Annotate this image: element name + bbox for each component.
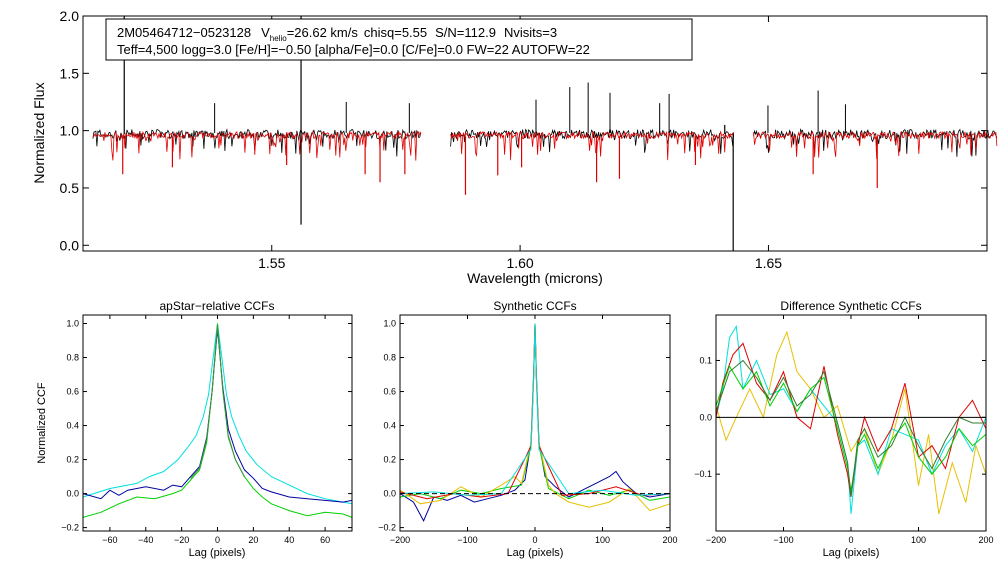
spectrum-axes-frame (82, 15, 988, 252)
synthetic-ccf-ytick-label: 0.4 (383, 421, 396, 431)
difference-ccf-series-dark-green (715, 359, 986, 497)
spectrum-ytick-label: 1.5 (60, 65, 80, 81)
synthetic-ccf-xtick-label: 200 (662, 535, 677, 545)
spectrum-xlabel: Wavelength (microns) (467, 270, 603, 286)
spectrum-traces (92, 16, 998, 251)
difference-ccf-series-gold (715, 330, 987, 515)
apstar-ccf-xtick-label: 60 (320, 535, 330, 545)
synthetic-ccf-traces (399, 323, 671, 522)
info-vhelio-sub: helio (270, 34, 287, 43)
spectrum-xtick-label: 1.65 (755, 255, 782, 271)
info-vhelio-prefix: V (261, 25, 270, 40)
difference-ccf-xtick-label: −100 (773, 535, 793, 545)
apstar-ccf-ytick-label: 0.2 (66, 455, 79, 465)
difference-ccf-xtick-label: 100 (911, 535, 926, 545)
apstar-ccf-ticks: −60 −40 −20 0 20 40 60 −0.2 0.0 0.2 0.4 0.6 0.8 1.0 (61, 315, 352, 545)
apstar-ccf-series-green (82, 323, 353, 518)
apstar-ccf-xtick-label: −40 (138, 535, 153, 545)
difference-ccf-axes-frame (715, 314, 987, 532)
difference-ccf-ytick-label: 0.0 (699, 412, 712, 422)
apstar-ccf-panel: apStar−relative CCFs −60 −40 −20 0 20 40 60 −0.… (36, 299, 353, 559)
apstar-ccf-axes-frame (82, 314, 353, 532)
spectrum-ytick-label: 0.5 (60, 180, 80, 196)
spectrum-ytick-label: 0.0 (60, 237, 80, 253)
apstar-ccf-ytick-label: 1.0 (66, 319, 79, 329)
difference-ccf-ticks: −200 −100 0 100 200 −0.1 0.0 0.1 (694, 315, 994, 545)
apstar-ccf-xtick-label: −20 (174, 535, 189, 545)
synthetic-ccf-series-green (399, 323, 671, 501)
difference-ccf-panel: Difference Synthetic CCFs −200 −100 0 100 20… (694, 299, 993, 559)
synthetic-ccf-ytick-label: 0.6 (383, 387, 396, 397)
apstar-ccf-series-cyan (82, 323, 353, 505)
spectrum-ylabel: Normalized Flux (31, 82, 47, 183)
apstar-ccf-traces (82, 323, 353, 518)
apstar-ccf-ytick-label: 0.8 (66, 353, 79, 363)
difference-ccf-ytick-label: −0.1 (694, 469, 712, 479)
difference-ccf-xlabel: Lag (pixels) (823, 547, 880, 559)
info-star-id: 2M05464712−0523128 (117, 25, 251, 40)
difference-ccf-xtick-label: 0 (848, 535, 853, 545)
spectrum-xtick-label: 1.55 (258, 255, 285, 271)
difference-ccf-xtick-label: 200 (978, 535, 993, 545)
info-line-1: 2M05464712−0523128 Vhelio=26.62 km/s chisq… (117, 25, 557, 43)
info-chisq: chisq=5.55 (364, 25, 427, 40)
spectrum-model-chip-1 (92, 130, 422, 161)
apstar-ccf-xtick-label: 20 (248, 535, 258, 545)
synthetic-ccf-xtick-label: −100 (457, 535, 477, 545)
info-vhelio-value: =26.62 km/s (287, 25, 359, 40)
synthetic-ccf-ytick-label: 0.8 (383, 353, 396, 363)
difference-ccf-series-cyan (715, 324, 987, 514)
info-nvisits: Nvisits=3 (504, 25, 557, 40)
info-snr: S/N=112.9 (435, 25, 496, 40)
info-box (105, 18, 693, 61)
apstar-ccf-xlabel: Lag (pixels) (189, 547, 246, 559)
spectrum-ytick-label: 1.0 (60, 123, 80, 139)
synthetic-ccf-ytick-label: −0.2 (378, 523, 396, 533)
difference-ccf-title: Difference Synthetic CCFs (780, 299, 921, 313)
synthetic-ccf-panel: Synthetic CCFs −200 −100 0 100 200 −0.2 0.0 0.2… (378, 299, 677, 559)
synthetic-ccf-ytick-label: 0.2 (383, 455, 396, 465)
synthetic-ccf-xtick-label: 100 (595, 535, 610, 545)
spectrum-ticks: 1.55 1.60 1.65 0.0 0.5 1.0 1.5 2.0 (60, 8, 987, 271)
spectrum-observed-chip-3 (753, 128, 998, 157)
synthetic-ccf-xtick-label: 0 (532, 535, 537, 545)
apstar-ccf-ytick-label: 0.4 (66, 421, 79, 431)
synthetic-ccf-xlabel: Lag (pixels) (507, 547, 564, 559)
synthetic-ccf-ytick-label: 1.0 (383, 319, 396, 329)
synthetic-ccf-ticks: −200 −100 0 100 200 −0.2 0.0 0.2 0.4 0.6 0.8 1.0 (378, 315, 678, 545)
apstar-ccf-xtick-label: −60 (102, 535, 117, 545)
apstar-ccf-ytick-label: −0.2 (61, 523, 79, 533)
difference-ccf-xtick-label: −200 (706, 535, 726, 545)
synthetic-ccf-xtick-label: −200 (390, 535, 410, 545)
difference-ccf-series-green (715, 365, 987, 492)
apstar-ccf-title: apStar−relative CCFs (159, 299, 274, 313)
apstar-ccf-series-dark-green (190, 325, 245, 479)
synthetic-ccf-series-gold (399, 323, 671, 512)
spectrum-xtick-label: 1.60 (506, 255, 533, 271)
apstar-ccf-series-navy (82, 328, 353, 503)
spectrum-ytick-label: 2.0 (60, 8, 80, 24)
difference-ccf-ytick-label: 0.1 (699, 355, 712, 365)
synthetic-ccf-series-cyan (399, 323, 671, 496)
apstar-ccf-xtick-label: 0 (215, 535, 220, 545)
info-line-2: Teff=4,500 logg=3.0 [Fe/H]=−0.50 [alpha/… (117, 42, 590, 57)
apstar-ccf-ylabel: Normalized CCF (36, 382, 48, 464)
apstar-ccf-xtick-label: 40 (284, 535, 294, 545)
difference-ccf-traces (715, 324, 987, 515)
spectrum-model-chip-2 (450, 130, 735, 161)
apstar-ccf-ytick-label: 0.0 (66, 489, 79, 499)
synthetic-ccf-series-red (399, 323, 671, 500)
synthetic-ccf-title: Synthetic CCFs (493, 299, 576, 313)
synthetic-ccf-ytick-label: 0.0 (383, 489, 396, 499)
spectrum-panel: 1.55 1.60 1.65 0.0 0.5 1.0 1.5 2.0 Wavelength (… (31, 8, 998, 286)
difference-ccf-series-red (715, 342, 987, 497)
apstar-ccf-ytick-label: 0.6 (66, 387, 79, 397)
spectrum-model-chip-3 (753, 130, 998, 160)
